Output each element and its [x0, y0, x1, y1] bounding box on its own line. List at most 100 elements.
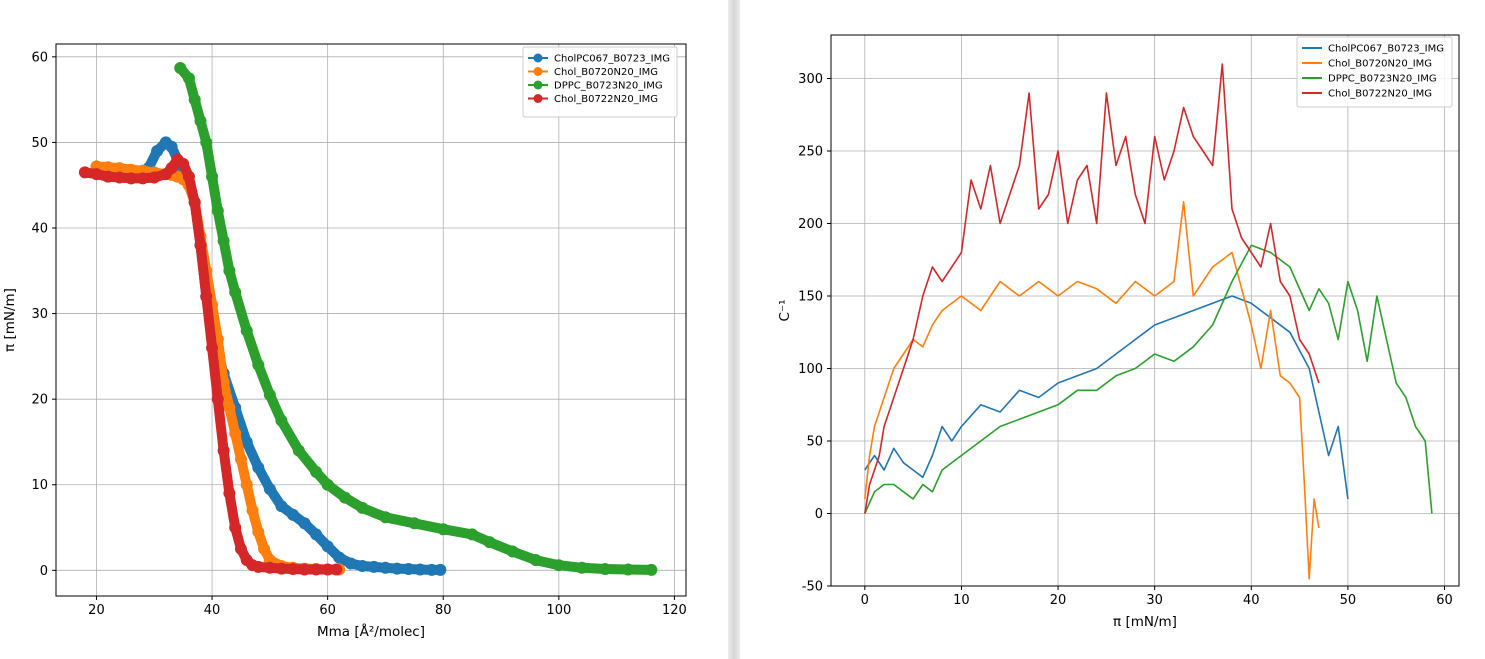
data-point — [217, 444, 230, 457]
data-point — [321, 478, 334, 491]
data-point — [229, 286, 242, 299]
data-point — [263, 483, 276, 496]
data-point — [310, 465, 323, 478]
data-point — [645, 563, 658, 576]
x-tick-label: 60 — [319, 603, 336, 618]
data-point — [310, 563, 323, 576]
data-point — [466, 528, 479, 541]
data-point — [125, 172, 138, 185]
x-tick-label: 20 — [88, 603, 105, 618]
data-point — [356, 501, 369, 514]
x-tick-label: 100 — [546, 603, 571, 618]
data-point — [367, 560, 380, 573]
data-point — [113, 171, 126, 184]
data-point — [211, 393, 224, 406]
y-tick-label: 300 — [798, 72, 823, 87]
legend: CholPC067_B0723_IMG Chol_B0720N20_IMG DPPC… — [1296, 36, 1453, 108]
legend-label: Chol_B0722N20_IMG — [554, 94, 658, 105]
data-point — [321, 540, 334, 553]
data-point — [275, 500, 288, 513]
legend-label: Chol_B0720N20_IMG — [554, 67, 658, 78]
data-point — [188, 196, 201, 209]
data-point — [229, 521, 242, 534]
data-point — [263, 388, 276, 401]
data-point — [182, 170, 195, 183]
legend-label: DPPC_B0723N20_IMG — [554, 81, 663, 92]
series-line — [864, 295, 1349, 500]
legend-swatch-marker — [533, 80, 543, 90]
data-point — [165, 162, 178, 175]
x-axis-label: π [mN/m] — [1113, 614, 1177, 630]
data-point — [575, 561, 588, 574]
data-point — [148, 171, 161, 184]
data-point — [234, 453, 247, 466]
axes-frame — [55, 43, 687, 597]
data-point — [252, 525, 265, 538]
x-tick-label: 40 — [204, 603, 221, 618]
data-point — [223, 401, 236, 414]
series-line — [864, 244, 1433, 514]
data-point — [217, 234, 230, 247]
y-tick-label: 60 — [31, 50, 48, 65]
data-point — [298, 563, 311, 576]
x-axis-label: Mma [Å²/molec] — [317, 623, 425, 640]
data-point — [90, 168, 103, 181]
legend: CholPC067_B0723_IMG Chol_B0720N20_IMG DPPC… — [522, 46, 678, 118]
axes-frame — [830, 34, 1460, 587]
y-tick-label: 30 — [31, 307, 48, 322]
x-tick-label: 20 — [1050, 593, 1067, 608]
data-point — [434, 563, 447, 576]
data-point — [263, 561, 276, 574]
legend-swatch-marker — [533, 67, 543, 76]
data-point — [344, 557, 357, 570]
x-tick-label: 30 — [1146, 593, 1163, 608]
data-point — [136, 172, 149, 185]
legend-box — [522, 46, 678, 118]
y-tick-label: 0 — [40, 564, 48, 579]
legend-label: CholPC067_B0723_IMG — [554, 54, 670, 65]
x-tick-label: 60 — [1436, 593, 1453, 608]
data-point — [391, 562, 404, 575]
legend-label: CholPC067_B0723_IMG — [1328, 44, 1444, 55]
data-point — [292, 444, 305, 457]
x-tick-label: 80 — [435, 603, 452, 618]
chart-2: 0 10 20 30 40 50 60 -50 0 50 100 150 200 250 300 π [mN/… — [777, 34, 1460, 630]
y-tick-label: 0 — [815, 507, 823, 522]
data-point — [414, 563, 427, 576]
chart-1: 20 40 60 80 100 120 0 10 20 30 40 50 60 Mma [Å²/molec… — [2, 43, 687, 640]
data-point — [286, 508, 299, 521]
data-point — [275, 562, 288, 575]
y-tick-label: 20 — [31, 393, 48, 408]
y-tick-label: 40 — [31, 222, 48, 237]
data-point — [206, 341, 219, 354]
data-point — [240, 478, 253, 491]
data-point — [379, 561, 392, 574]
y-tick-label: 50 — [806, 435, 823, 450]
data-point — [211, 204, 224, 217]
data-point — [240, 324, 253, 337]
data-point — [234, 542, 247, 555]
legend-swatch-marker — [533, 53, 543, 63]
data-point — [330, 563, 343, 576]
panel-divider — [728, 0, 740, 659]
data-point — [165, 140, 178, 153]
data-point — [379, 511, 392, 524]
y-tick-label: 150 — [798, 290, 823, 305]
data-point — [78, 166, 91, 179]
x-tick-label: 40 — [1243, 593, 1260, 608]
x-tick-label: 0 — [861, 593, 869, 608]
y-axis-label: π [mN/m] — [2, 288, 18, 352]
data-point — [223, 264, 236, 277]
data-point — [246, 504, 259, 517]
data-point — [200, 136, 213, 149]
data-point — [622, 563, 635, 576]
data-point — [333, 551, 346, 564]
legend-label: DPPC_B0723N20_IMG — [1328, 74, 1437, 85]
y-axis-label: C⁻¹ — [777, 300, 793, 322]
data-point — [206, 170, 219, 183]
data-point — [113, 162, 126, 175]
data-point — [177, 157, 190, 170]
data-point — [151, 144, 164, 157]
data-point — [182, 72, 195, 85]
legend-swatch-marker — [533, 94, 543, 103]
